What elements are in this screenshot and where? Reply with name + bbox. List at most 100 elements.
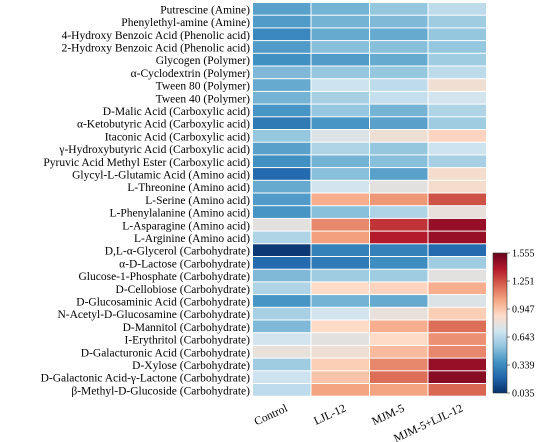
heatmap-cell — [428, 142, 486, 155]
heatmap-cell — [311, 66, 369, 79]
heatmap-cell — [428, 3, 486, 15]
colorbar-tick-label: 0.947 — [512, 305, 535, 316]
heatmap-cell — [370, 180, 428, 193]
heatmap-cell — [370, 91, 428, 104]
row-label: Glycogen (Polymer) — [156, 55, 250, 67]
heatmap-cell — [253, 257, 311, 269]
heatmap-cell — [370, 15, 428, 28]
heatmap-cell — [253, 155, 311, 168]
heatmap-cell — [311, 218, 369, 231]
heatmap-cell — [428, 384, 486, 396]
heatmap-cell — [253, 180, 311, 193]
heatmap-cell — [253, 345, 311, 358]
heatmap-cell — [311, 307, 369, 320]
heatmap-cell — [428, 193, 486, 206]
row-label: L-Serine (Amino acid) — [145, 195, 250, 207]
row-label: D-Mannitol (Carbohydrate) — [123, 322, 251, 334]
heatmap-cell — [253, 206, 311, 218]
heatmap-cell — [253, 193, 311, 206]
row-label: Glycyl-L-Glutamic Acid (Amino acid) — [72, 169, 250, 181]
heatmap-cell — [428, 358, 486, 371]
heatmap-cell — [370, 66, 428, 79]
heatmap-cell — [253, 15, 311, 28]
heatmap-cell — [370, 333, 428, 345]
heatmap-cell — [311, 180, 369, 193]
heatmap-cell — [311, 168, 369, 180]
row-label: L-Arginine (Amino acid) — [134, 233, 250, 245]
heatmap-cells — [253, 3, 486, 396]
heatmap-cell — [370, 130, 428, 142]
heatmap-cell — [253, 79, 311, 91]
row-label: Glucose-1-Phosphate (Carbohydrate) — [79, 271, 251, 283]
heatmap-cell — [428, 231, 486, 244]
colorbar-tick-label: 0.035 — [512, 389, 535, 400]
heatmap-cell — [428, 66, 486, 79]
column-label: MJM-5 — [370, 402, 407, 428]
row-label: D-Glucosaminic Acid (Carbohydrate) — [76, 296, 250, 308]
heatmap-cell — [253, 142, 311, 155]
heatmap-cell — [370, 28, 428, 41]
heatmap-cell — [311, 155, 369, 168]
heatmap-cell — [311, 79, 369, 91]
row-label: Pyruvic Acid Methyl Ester (Carboxylic ac… — [43, 157, 250, 169]
heatmap-cell — [253, 130, 311, 142]
heatmap-cell — [370, 320, 428, 333]
heatmap-cell — [428, 307, 486, 320]
heatmap-cell — [428, 15, 486, 28]
heatmap-cell — [428, 282, 486, 295]
heatmap-cell — [253, 168, 311, 180]
row-label: β-Methyl-D-Glucoside (Carbohydrate) — [71, 385, 250, 397]
heatmap-cell — [311, 371, 369, 383]
row-label: I-Erythritol (Carbohydrate) — [125, 335, 251, 347]
heatmap-cell — [311, 231, 369, 244]
row-label: α-D-Lactose (Carbohydrate) — [119, 258, 250, 270]
heatmap-cell — [311, 193, 369, 206]
heatmap-cell — [370, 79, 428, 91]
heatmap-cell — [311, 142, 369, 155]
row-label: D-Malic Acid (Carboxylic acid) — [103, 106, 250, 118]
heatmap-cell — [428, 53, 486, 66]
heatmap-cell — [253, 295, 311, 307]
row-label: Tween 40 (Polymer) — [156, 93, 251, 105]
heatmap-cell — [370, 41, 428, 53]
row-label: L-Phenylalanine (Amino acid) — [109, 208, 250, 220]
heatmap-cell — [428, 104, 486, 117]
row-label: D-Galacturonic Acid (Carbohydrate) — [81, 347, 250, 359]
heatmap-cell — [253, 53, 311, 66]
heatmap-cell — [428, 295, 486, 307]
heatmap-cell — [253, 231, 311, 244]
heatmap-cell — [253, 244, 311, 256]
heatmap-cell — [311, 333, 369, 345]
heatmap-cell — [428, 130, 486, 142]
heatmap-cell — [428, 345, 486, 358]
row-label: D-Xylose (Carbohydrate) — [132, 360, 250, 372]
row-label: D-Galactonic Acid-γ-Lactone (Carbohydrat… — [41, 373, 251, 385]
heatmap-cell — [253, 358, 311, 371]
heatmap-cell — [428, 168, 486, 180]
colorbar-tick-label: 0.643 — [512, 333, 535, 344]
heatmap-cell — [428, 117, 486, 129]
heatmap-cell — [253, 117, 311, 129]
heatmap-cell — [311, 3, 369, 15]
heatmap-cell — [311, 295, 369, 307]
heatmap-cell — [311, 206, 369, 218]
heatmap-cell — [428, 155, 486, 168]
heatmap-cell — [428, 91, 486, 104]
heatmap-cell — [428, 257, 486, 269]
heatmap-cell — [370, 269, 428, 282]
heatmap-cell — [311, 15, 369, 28]
heatmap-cell — [370, 345, 428, 358]
heatmap-cell — [253, 3, 311, 15]
heatmap-cell — [428, 206, 486, 218]
heatmap-cell — [428, 79, 486, 91]
heatmap-cell — [370, 358, 428, 371]
heatmap-cell — [370, 218, 428, 231]
heatmap-cell — [311, 282, 369, 295]
heatmap-cell — [370, 307, 428, 320]
heatmap-cell — [253, 333, 311, 345]
heatmap-cell — [311, 41, 369, 53]
heatmap-cell — [370, 142, 428, 155]
heatmap-cell — [370, 384, 428, 396]
